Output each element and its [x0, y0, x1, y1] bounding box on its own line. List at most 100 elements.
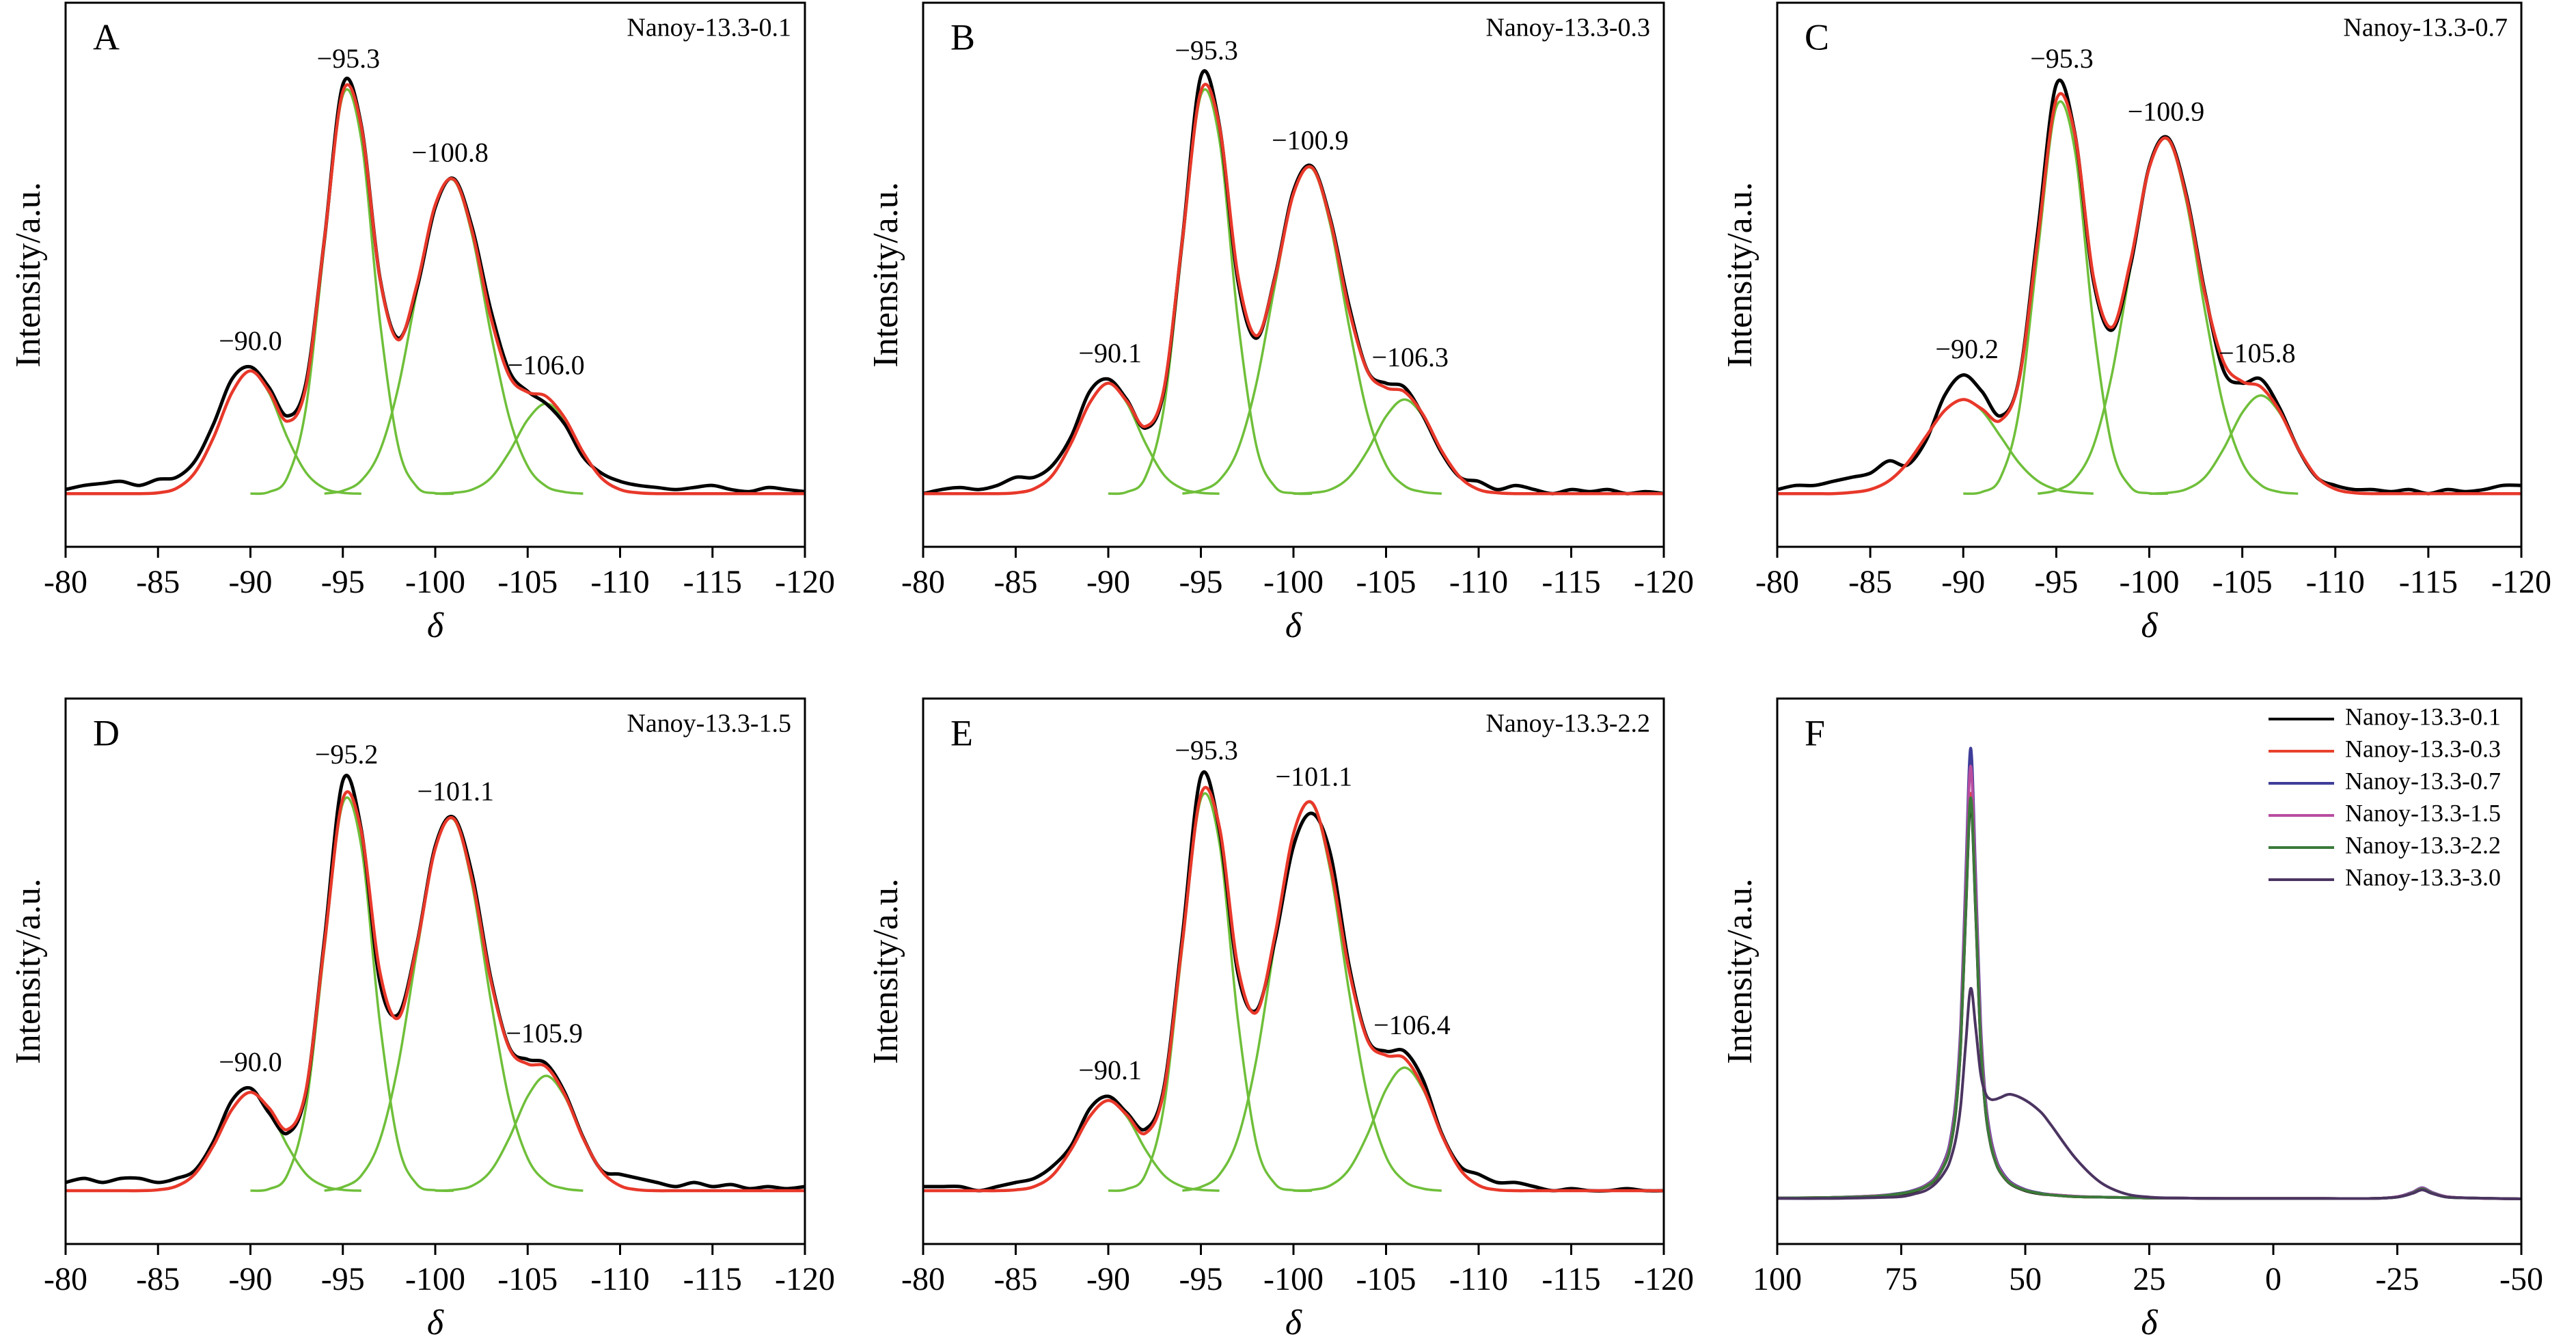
peak-label: −95.3 [317, 43, 381, 74]
x-tick-label: 0 [2265, 1261, 2282, 1297]
x-tick-label: 50 [2009, 1261, 2042, 1297]
x-tick-label: -80 [44, 564, 87, 600]
x-tick-label: -100 [1263, 1261, 1324, 1297]
x-tick-label: -90 [1086, 564, 1130, 600]
x-tick-label: -95 [321, 564, 365, 600]
x-tick-label: -100 [2120, 564, 2180, 600]
x-tick-label: -80 [1755, 564, 1799, 600]
x-axis-label: δ [2141, 606, 2158, 645]
series-line [435, 402, 657, 495]
x-tick-label: -120 [2491, 564, 2551, 600]
x-tick-label: -100 [405, 1261, 465, 1297]
series-line [997, 1099, 1220, 1192]
panel-label: B [950, 16, 975, 57]
series-line [1293, 1066, 1516, 1192]
x-tick-label: -115 [1542, 1261, 1600, 1297]
series-line [139, 369, 361, 495]
series-line [1833, 398, 2094, 495]
x-tick-label: -110 [2306, 564, 2365, 600]
peak-label: −100.8 [411, 137, 489, 168]
panel: -80 -85 -90 -95 -100 -105 -110 -115 -120 δ Intensi… [1721, 1, 2551, 645]
panel: 100 75 50 25 0 -25 -50 δ Intensity/a.u. F Nanoy-13… [1721, 697, 2543, 1339]
x-tick-label: -110 [590, 564, 649, 600]
series-line [324, 178, 584, 495]
legend-label: Nanoy-13.3-1.5 [2345, 799, 2501, 826]
x-axis-label: δ [1285, 1303, 1302, 1339]
peak-label: −90.2 [1935, 334, 1999, 364]
panel-title: Nanoy-13.3-0.3 [1485, 14, 1650, 42]
series-line [1182, 165, 1442, 495]
peak-label: −90.0 [219, 1046, 282, 1077]
series-line [1777, 92, 2521, 496]
series-line [1963, 100, 2168, 496]
x-tick-label: -110 [590, 1261, 649, 1297]
peak-label: −95.3 [1175, 35, 1238, 66]
legend-label: Nanoy-13.3-0.7 [2345, 767, 2501, 794]
series-line [1777, 78, 2522, 496]
x-tick-label: -120 [1634, 564, 1694, 600]
panel-title: Nanoy-13.3-2.2 [1485, 709, 1650, 738]
x-axis-label: δ [2141, 1303, 2158, 1339]
peak-label: −101.1 [1276, 761, 1353, 792]
series-line [324, 817, 584, 1192]
x-tick-label: -120 [775, 1261, 835, 1297]
x-tick-label: -115 [1542, 564, 1600, 600]
x-tick-label: -95 [1179, 564, 1223, 600]
x-tick-label: -105 [1356, 564, 1416, 600]
x-tick-label: -120 [1634, 1261, 1694, 1297]
x-tick-label: 100 [1753, 1261, 1802, 1297]
x-tick-label: -100 [1263, 564, 1324, 600]
y-axis-label: Intensity/a.u. [9, 878, 48, 1064]
x-tick-label: -90 [1086, 1261, 1130, 1297]
series-line [1108, 792, 1313, 1193]
panel: -80 -85 -90 -95 -100 -105 -110 -115 -120 δ Intensi… [9, 697, 835, 1339]
panel: -80 -85 -90 -95 -100 -105 -110 -115 -120 δ Intensi… [866, 697, 1694, 1339]
panel-title: Nanoy-13.3-0.1 [627, 14, 791, 42]
x-tick-label: -110 [1449, 1261, 1508, 1297]
panel-label: F [1805, 712, 1825, 753]
series-line [2037, 137, 2299, 495]
y-axis-label: Intensity/a.u. [866, 182, 905, 368]
peak-label: −105.8 [2219, 338, 2296, 368]
peak-label: −95.3 [2030, 43, 2094, 74]
x-tick-label: -90 [1941, 564, 1985, 600]
x-tick-label: -110 [1449, 564, 1508, 600]
peak-label: −100.9 [2128, 96, 2205, 127]
x-tick-label: -105 [1356, 1261, 1416, 1297]
x-tick-label: -105 [497, 564, 558, 600]
x-tick-label: -50 [2499, 1261, 2543, 1297]
x-tick-label: -80 [901, 1261, 945, 1297]
x-tick-label: -85 [994, 1261, 1038, 1297]
panel-label: E [950, 712, 973, 753]
x-tick-label: 75 [1885, 1261, 1918, 1297]
series-line [66, 83, 805, 496]
peak-label: −95.3 [1175, 735, 1238, 766]
legend-label: Nanoy-13.3-0.1 [2345, 703, 2501, 730]
x-tick-label: -95 [1179, 1261, 1223, 1297]
x-tick-label: -25 [2376, 1261, 2420, 1297]
legend-label: Nanoy-13.3-3.0 [2345, 863, 2501, 891]
x-axis-label: δ [427, 606, 444, 645]
x-axis-label: δ [1285, 606, 1302, 645]
x-tick-label: -90 [229, 1261, 273, 1297]
y-axis-label: Intensity/a.u. [1721, 182, 1759, 368]
y-axis-label: Intensity/a.u. [1721, 878, 1759, 1064]
peak-label: −95.2 [315, 739, 379, 770]
series-line [923, 83, 1664, 496]
plot-frame [922, 1, 1665, 548]
y-axis-label: Intensity/a.u. [866, 878, 905, 1064]
x-tick-label: -90 [229, 564, 273, 600]
peak-label: −105.9 [506, 1018, 583, 1049]
panel-label: A [93, 16, 120, 57]
peak-label: −106.0 [508, 350, 585, 381]
x-axis-label: δ [427, 1303, 444, 1339]
x-tick-label: 25 [2133, 1261, 2166, 1297]
x-tick-label: -100 [405, 564, 465, 600]
peak-label: −90.0 [219, 325, 282, 356]
x-tick-label: -105 [497, 1261, 558, 1297]
peak-label: −106.4 [1373, 1010, 1451, 1040]
x-tick-label: -80 [901, 564, 945, 600]
peak-label: −106.3 [1371, 342, 1449, 373]
